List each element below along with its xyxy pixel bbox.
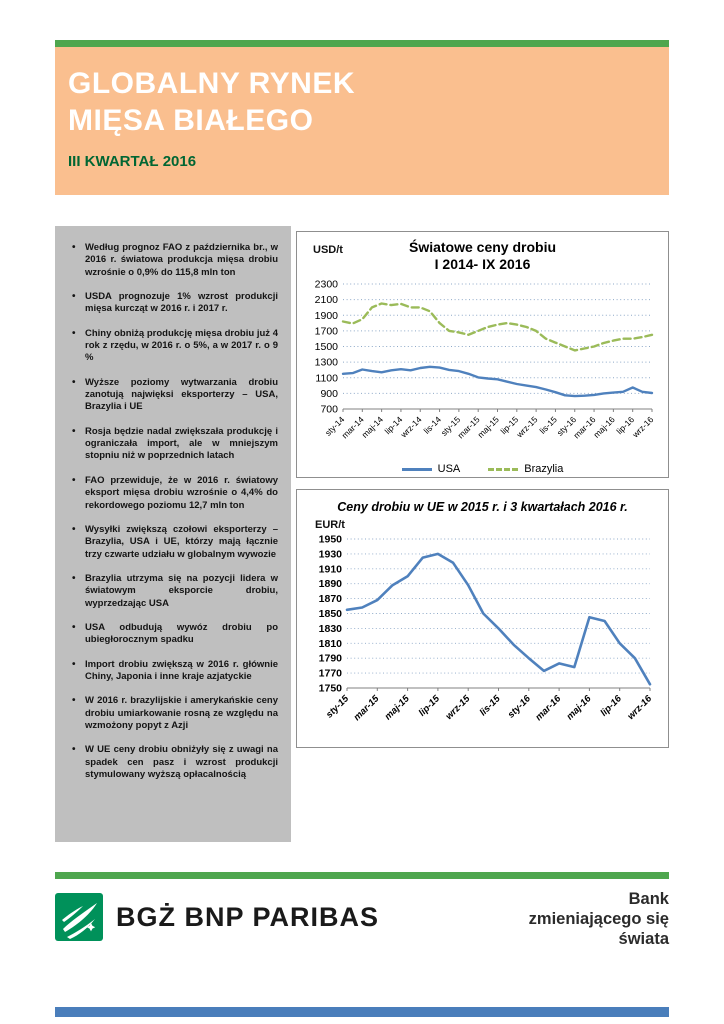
svg-text:lip-16: lip-16 [598,693,624,719]
legend-usa-label: USA [437,463,461,475]
chart2-unit-label: EUR/t [315,519,345,531]
chart1-title-line1: Światowe ceny drobiu [408,239,557,255]
chart1-legend: USA Brazylia [297,458,668,477]
svg-text:mar-16: mar-16 [533,693,563,723]
svg-text:maj-15: maj-15 [475,414,501,440]
brazylia-line-icon [488,467,519,471]
svg-text:wrz-14: wrz-14 [398,414,424,440]
footer-accent-bar [55,872,669,879]
svg-text:mar-14: mar-14 [340,414,366,440]
footer-brand: BGŻ BNP PARIBAS [55,892,379,942]
svg-text:wrz-15: wrz-15 [444,693,473,722]
title-line-2: MIĘSA BIAŁEGO [68,104,314,137]
chart-eu-poultry-prices: Ceny drobiu w UE w 2015 r. i 3 kwartałac… [296,489,669,748]
svg-text:1770: 1770 [319,668,343,680]
svg-text:mar-15: mar-15 [455,414,481,440]
bullet-item: Chiny obniżą produkcję mięsa drobiu już … [68,327,278,365]
chart1-unit-label: USD/t [313,244,343,256]
chart1-title-line2: I 2014- IX 2016 [434,256,531,272]
bullet-item: Wyższe poziomy wytwarzania drobiu zanotu… [68,376,278,414]
report-header: GLOBALNY RYNEK MIĘSA BIAŁEGO III KWARTAŁ… [55,47,669,195]
svg-text:1870: 1870 [319,593,343,605]
bullet-item: W 2016 r. brazylijskie i amerykańskie ce… [68,694,278,732]
svg-text:sty-15: sty-15 [324,693,352,721]
svg-text:1950: 1950 [319,534,343,546]
svg-text:wrz-16: wrz-16 [630,414,656,440]
bank-logo-text: BGŻ BNP PARIBAS [116,901,380,932]
svg-text:1910: 1910 [319,563,343,575]
svg-text:700: 700 [320,404,338,416]
tagline-line-1: Bank [628,890,669,908]
svg-text:1890: 1890 [319,578,343,590]
chart1-plot-area: 7009001100130015001700190021002300sty-14… [315,279,656,441]
svg-text:maj-14: maj-14 [360,414,386,440]
svg-text:1790: 1790 [319,653,343,665]
summary-panel: Według prognoz FAO z października br., w… [55,226,291,842]
svg-text:mar-16: mar-16 [571,414,597,440]
svg-text:1700: 1700 [315,325,339,337]
svg-text:lis-15: lis-15 [478,693,503,718]
legend-item-usa: USA [401,463,461,475]
svg-text:1830: 1830 [319,623,343,635]
bullet-item: USDA prognozuje 1% wzrost produkcji mięs… [68,290,278,316]
svg-text:lip-15: lip-15 [417,693,443,719]
report-subtitle: III KWARTAŁ 2016 [68,153,197,170]
bullet-item: Według prognoz FAO z października br., w… [68,241,278,279]
svg-text:2300: 2300 [315,279,339,291]
chart2-title: Ceny drobiu w UE w 2015 r. i 3 kwartałac… [337,500,628,514]
svg-text:1750: 1750 [319,683,343,695]
svg-text:maj-15: maj-15 [383,693,413,723]
svg-text:maj-16: maj-16 [564,693,594,723]
chart1-title: Światowe ceny drobiu I 2014- IX 2016 [297,232,668,273]
svg-text:wrz-15: wrz-15 [514,414,540,440]
summary-bullet-list: Według prognoz FAO z października br., w… [68,241,278,781]
svg-text:wrz-16: wrz-16 [625,693,654,722]
bullet-item: Import drobiu zwiększą w 2016 r. głównie… [68,658,278,684]
svg-text:1930: 1930 [319,548,343,560]
svg-text:mar-15: mar-15 [352,693,382,723]
bottom-blue-bar [55,1007,669,1017]
svg-text:1810: 1810 [319,638,343,650]
svg-text:1500: 1500 [315,341,339,353]
top-accent-bar [55,40,669,47]
svg-text:1300: 1300 [315,357,339,369]
chart2-plot-area: 1750 1770 1790 1810 1830 1850 1870 1890 1910 1930… [319,534,655,724]
tagline-line-2: zmieniającego się [528,910,669,928]
svg-text:1900: 1900 [315,310,339,322]
svg-text:maj-16: maj-16 [591,414,617,440]
legend-item-brazylia: Brazylia [488,463,563,475]
usa-line-icon [401,467,432,471]
bank-tagline: Bank zmieniającego się świata [419,889,669,949]
svg-text:2100: 2100 [315,294,339,306]
title-line-1: GLOBALNY RYNEK [68,67,356,100]
bullet-item: W UE ceny drobiu obniżyły się z uwagi na… [68,743,278,781]
legend-brazylia-label: Brazylia [524,463,564,475]
bullet-item: FAO przewiduje, że w 2016 r. światowy ek… [68,474,278,512]
svg-text:1100: 1100 [315,372,338,384]
bnp-paribas-logo-icon [55,893,103,941]
svg-text:900: 900 [320,388,338,400]
chart1-header: USD/t Światowe ceny drobiu I 2014- IX 20… [297,232,668,278]
svg-text:1850: 1850 [319,608,343,620]
bullet-item: USA odbudują wywóz drobiu po ubiegłorocz… [68,621,278,647]
svg-text:sty-16: sty-16 [506,693,534,721]
report-title: GLOBALNY RYNEK MIĘSA BIAŁEGO [55,47,669,139]
bullet-item: Brazylia utrzyma się na pozycji lidera w… [68,572,278,610]
chart-world-poultry-prices: USD/t Światowe ceny drobiu I 2014- IX 20… [296,231,669,478]
bullet-item: Rosja będzie nadal zwiększała produkcję … [68,425,278,463]
tagline-line-3: świata [618,930,669,948]
bullet-item: Wysyłki zwiększą czołowi eksporterzy – B… [68,523,278,561]
